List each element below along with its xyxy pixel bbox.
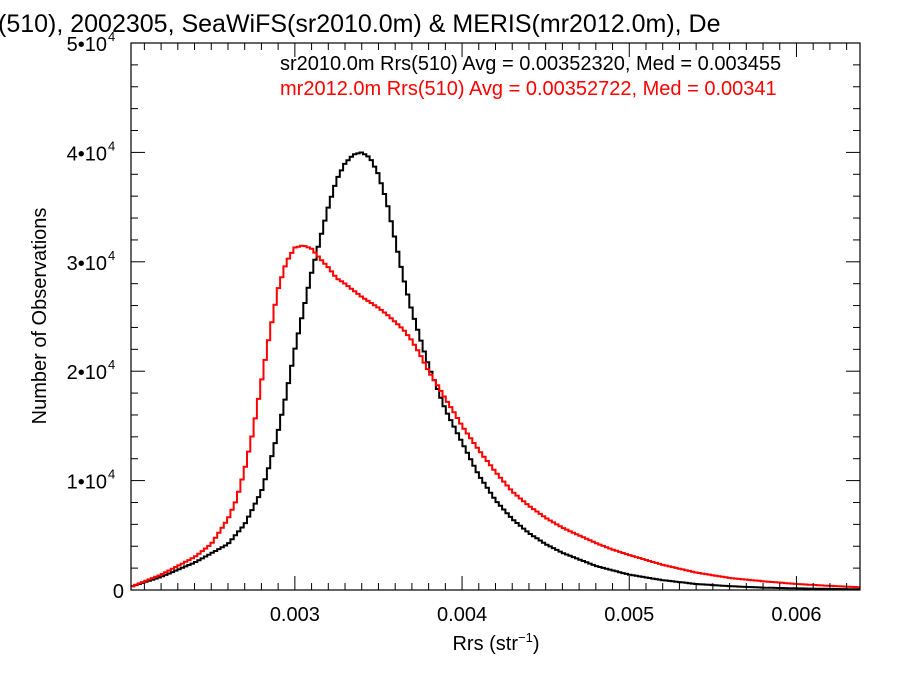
series-line-0: [131, 151, 860, 591]
x-axis-label-close: ): [533, 633, 540, 655]
y-tick-label: 5•10: [67, 34, 107, 56]
x-tick-label: 0.005: [604, 604, 654, 626]
y-tick-label: 1•10: [67, 472, 107, 494]
x-tick-label: 0.006: [771, 604, 821, 626]
legend-entry-red: mr2012.0m Rrs(510) Avg = 0.00352722, Med…: [280, 78, 777, 100]
y-tick-label: 0: [113, 581, 124, 603]
y-tick-label-base: 0: [113, 581, 124, 603]
y-tick-label-base: 5•10: [67, 34, 107, 56]
y-tick-label-exponent: 4: [108, 467, 115, 482]
y-tick-label-base: 1•10: [67, 472, 107, 494]
y-tick-label-base: 4•10: [67, 143, 107, 165]
y-tick-label: 4•10: [67, 143, 107, 165]
y-axis-label: Number of Observations: [29, 208, 51, 425]
y-tick-label-exponent: 4: [108, 138, 115, 153]
y-tick-label-base: 3•10: [67, 253, 107, 275]
legend-entry-black: sr2010.0m Rrs(510) Avg = 0.00352320, Med…: [280, 53, 781, 75]
x-tick-labels: 0.003 0.004 0.005 0.006: [270, 604, 822, 626]
x-tick-label: 0.004: [437, 604, 487, 626]
chart-title: (510), 2002305, SeaWiFS(sr2010.0m) & MER…: [0, 10, 721, 38]
y-tick-label-exponent: 4: [108, 29, 115, 44]
y-tick-label: 3•10: [67, 253, 107, 275]
y-tick-labels: 01•10 42•10 43•10 44•10 45•10 4: [67, 29, 124, 603]
x-tick-label: 0.003: [270, 604, 320, 626]
y-axis-label-group: Number of Observations: [29, 208, 51, 425]
x-axis-label-main: Rrs (str: [452, 633, 518, 655]
axes-layer: [130, 42, 861, 591]
series-layer: [131, 151, 860, 591]
plot-frame: [130, 42, 861, 591]
y-tick-label-exponent: 4: [108, 357, 115, 372]
series-line-1: [131, 244, 860, 589]
x-axis-label-exponent: −1: [518, 630, 533, 645]
y-tick-label-exponent: 4: [108, 248, 115, 263]
y-tick-label: 2•10: [67, 362, 107, 384]
y-tick-label-base: 2•10: [67, 362, 107, 384]
x-axis-label: Rrs (str−1): [452, 630, 539, 655]
